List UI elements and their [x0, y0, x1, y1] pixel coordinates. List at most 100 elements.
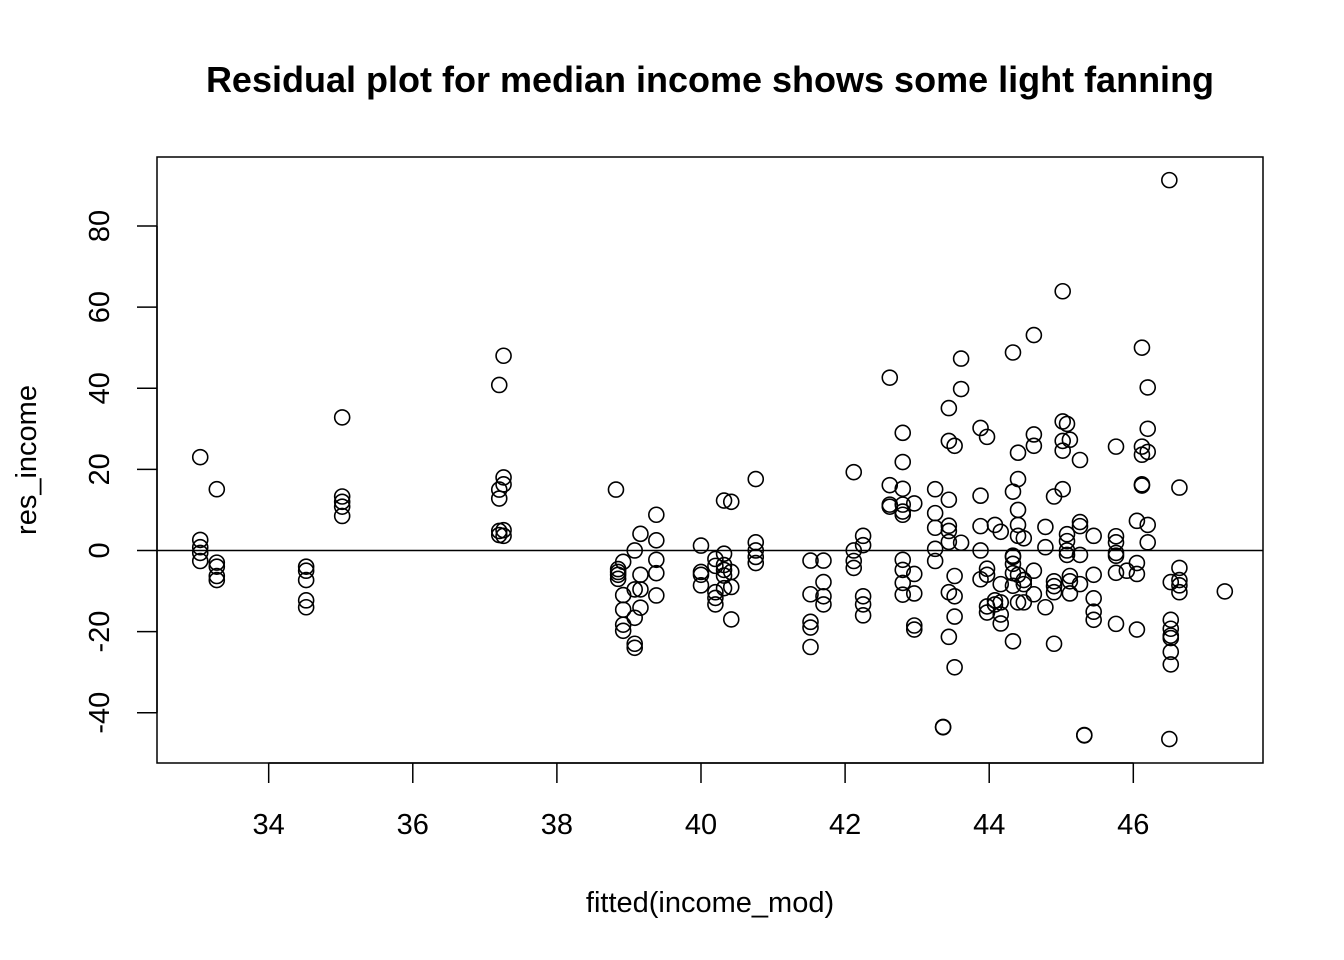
data-point	[802, 619, 819, 636]
data-point	[978, 428, 996, 446]
y-tick-label: 20	[84, 453, 116, 485]
data-point	[333, 493, 351, 511]
data-point	[626, 581, 644, 598]
data-point	[1015, 575, 1033, 593]
data-point	[845, 559, 863, 577]
data-point	[495, 469, 512, 486]
data-point	[1025, 585, 1043, 603]
data-point	[1085, 603, 1102, 621]
data-point	[1139, 420, 1157, 438]
data-point	[1107, 564, 1125, 582]
x-axis: 34 36 38 40 42 44 46	[253, 762, 1149, 841]
data-point	[1133, 339, 1151, 356]
data-point	[1025, 562, 1043, 580]
data-point	[946, 658, 963, 676]
x-tick-label: 40	[685, 809, 717, 841]
data-point	[978, 566, 996, 584]
data-point	[208, 571, 226, 589]
data-point	[1045, 572, 1063, 590]
data-point	[1139, 379, 1157, 396]
data-point	[894, 551, 912, 569]
data-point	[747, 554, 765, 572]
data-point	[992, 615, 1010, 632]
data-point	[881, 369, 899, 386]
data-point	[952, 534, 970, 552]
data-point	[632, 525, 649, 543]
data-point	[208, 558, 226, 575]
data-point	[1133, 477, 1151, 494]
data-point	[626, 542, 644, 559]
data-point	[946, 608, 963, 625]
data-point	[1071, 546, 1089, 564]
data-point	[1162, 643, 1180, 661]
data-point	[940, 432, 958, 450]
data-point	[1161, 171, 1178, 189]
data-point	[191, 544, 209, 562]
data-point	[1009, 566, 1027, 584]
data-point	[1128, 565, 1146, 583]
data-point	[495, 527, 512, 545]
data-point	[614, 586, 632, 604]
data-point	[802, 552, 819, 569]
data-point	[1054, 432, 1071, 450]
data-point	[1162, 629, 1180, 647]
data-point	[626, 635, 644, 653]
data-point	[1076, 727, 1093, 744]
data-point	[1171, 479, 1188, 496]
data-point	[894, 496, 912, 513]
data-point	[952, 350, 970, 367]
x-tick-label: 42	[829, 809, 861, 841]
data-point	[881, 476, 899, 494]
data-point	[632, 566, 649, 584]
data-point	[1009, 501, 1027, 519]
y-tick-label: 40	[84, 372, 116, 404]
data-point	[1216, 583, 1234, 600]
data-point	[802, 585, 819, 603]
data-point	[707, 596, 724, 613]
data-point	[1128, 554, 1146, 572]
data-point	[1004, 344, 1022, 361]
data-point	[1015, 529, 1033, 547]
data-point	[1037, 518, 1054, 536]
data-point	[648, 532, 665, 549]
data-point	[1009, 444, 1027, 461]
data-point	[940, 583, 958, 601]
data-point	[1025, 437, 1043, 455]
data-point	[495, 347, 512, 365]
data-point	[1058, 546, 1076, 564]
data-point	[1162, 573, 1180, 591]
data-point	[905, 585, 923, 602]
plot-frame	[156, 156, 1264, 764]
data-point	[940, 533, 958, 551]
data-point	[632, 599, 649, 616]
data-point	[940, 517, 958, 535]
data-point	[297, 592, 315, 609]
data-point	[845, 552, 863, 570]
data-point	[1004, 633, 1022, 650]
data-point	[715, 545, 733, 562]
data-point	[692, 577, 710, 594]
data-point	[1107, 534, 1125, 551]
data-point	[1058, 525, 1076, 543]
data-point	[715, 561, 733, 579]
data-point	[926, 552, 944, 570]
data-point	[1045, 577, 1063, 595]
data-point	[1162, 611, 1180, 629]
data-point	[614, 553, 632, 571]
data-point	[297, 598, 315, 616]
data-point	[1139, 516, 1157, 534]
data-point	[1004, 577, 1022, 595]
data-point	[854, 527, 872, 545]
y-tick-label: 0	[84, 542, 116, 558]
data-point	[802, 638, 819, 656]
x-tick-label: 46	[1117, 809, 1149, 841]
data-point	[1139, 534, 1157, 551]
data-points	[191, 171, 1234, 748]
data-point	[894, 480, 912, 498]
data-point	[972, 517, 989, 535]
data-point	[894, 561, 912, 579]
y-tick-label: -40	[84, 692, 116, 734]
data-point	[1015, 594, 1033, 611]
data-point	[845, 463, 863, 481]
data-point	[490, 376, 508, 394]
